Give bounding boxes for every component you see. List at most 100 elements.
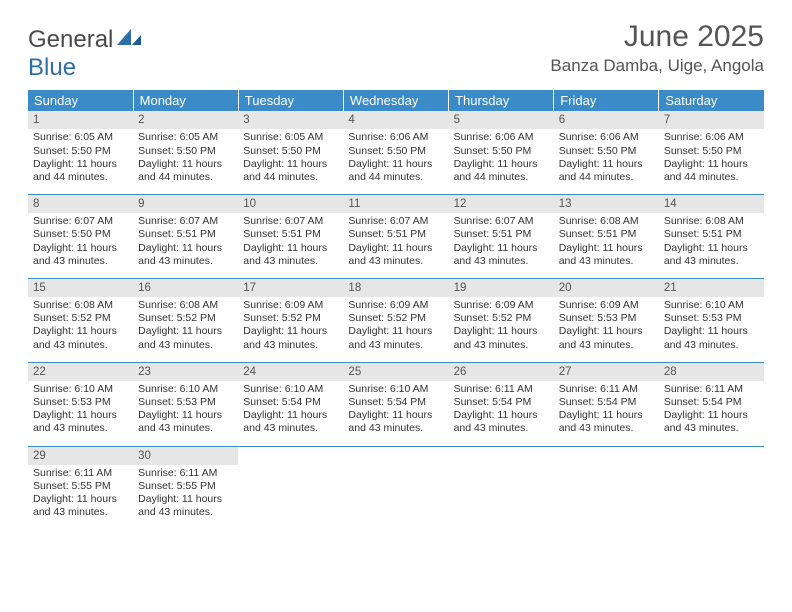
sunrise-line: Sunrise: 6:08 AM (138, 299, 233, 312)
day-body: Sunrise: 6:09 AMSunset: 5:52 PMDaylight:… (343, 297, 448, 362)
day-number: 24 (238, 363, 343, 381)
daylight-line: Daylight: 11 hours and 43 minutes. (243, 242, 338, 268)
daylight-line: Daylight: 11 hours and 44 minutes. (348, 158, 443, 184)
daylight-line: Daylight: 11 hours and 43 minutes. (243, 409, 338, 435)
calendar-row: 1Sunrise: 6:05 AMSunset: 5:50 PMDaylight… (28, 111, 764, 194)
daylight-line: Daylight: 11 hours and 43 minutes. (664, 242, 759, 268)
calendar-cell: 4 Sunrise: 6:06 AMSunset: 5:50 PMDaylight… (343, 111, 448, 194)
calendar-cell: 9Sunrise: 6:07 AMSunset: 5:51 PMDaylight… (133, 194, 238, 278)
sunset-line: Sunset: 5:51 PM (454, 228, 549, 241)
day-number: 2 (133, 111, 238, 129)
sunrise-line: Sunrise: 6:09 AM (454, 299, 549, 312)
calendar-cell: 28Sunrise: 6:11 AMSunset: 5:54 PMDayligh… (659, 362, 764, 446)
sunset-line: Sunset: 5:50 PM (664, 145, 759, 158)
calendar-cell: 5Sunrise: 6:06 AMSunset: 5:50 PMDaylight… (449, 111, 554, 194)
sunrise-line: Sunrise: 6:07 AM (138, 215, 233, 228)
calendar-cell (659, 446, 764, 529)
calendar-cell: 27Sunrise: 6:11 AMSunset: 5:54 PMDayligh… (554, 362, 659, 446)
sunset-line: Sunset: 5:50 PM (559, 145, 654, 158)
day-number: 16 (133, 279, 238, 297)
sunset-line: Sunset: 5:54 PM (454, 396, 549, 409)
day-number: 19 (449, 279, 554, 297)
daylight-line: Daylight: 11 hours and 43 minutes. (559, 242, 654, 268)
sunrise-line: Sunrise: 6:10 AM (33, 383, 128, 396)
sunrise-line: Sunrise: 6:11 AM (138, 467, 233, 480)
day-number: 7 (659, 111, 764, 129)
sunset-line: Sunset: 5:50 PM (348, 145, 443, 158)
day-body: Sunrise: 6:09 AMSunset: 5:52 PMDaylight:… (238, 297, 343, 362)
day-number: 3 (238, 111, 343, 129)
sunset-line: Sunset: 5:50 PM (243, 145, 338, 158)
sunset-line: Sunset: 5:50 PM (138, 145, 233, 158)
calendar-cell: 16Sunrise: 6:08 AMSunset: 5:52 PMDayligh… (133, 278, 238, 362)
day-body: Sunrise: 6:06 AMSunset: 5:50 PMDaylight:… (449, 129, 554, 194)
calendar-cell: 11Sunrise: 6:07 AMSunset: 5:51 PMDayligh… (343, 194, 448, 278)
logo-text: GeneralBlue (28, 26, 143, 82)
sunset-line: Sunset: 5:54 PM (243, 396, 338, 409)
calendar-cell: 13Sunrise: 6:08 AMSunset: 5:51 PMDayligh… (554, 194, 659, 278)
calendar-cell: 23Sunrise: 6:10 AMSunset: 5:53 PMDayligh… (133, 362, 238, 446)
day-number: 27 (554, 363, 659, 381)
col-header: Wednesday (343, 90, 448, 111)
logo-part2: Blue (28, 54, 76, 81)
sunset-line: Sunset: 5:51 PM (348, 228, 443, 241)
sunrise-line: Sunrise: 6:10 AM (348, 383, 443, 396)
calendar-cell: 18Sunrise: 6:09 AMSunset: 5:52 PMDayligh… (343, 278, 448, 362)
calendar-cell: 30Sunrise: 6:11 AMSunset: 5:55 PMDayligh… (133, 446, 238, 529)
title-block: June 2025 Banza Damba, Uige, Angola (550, 20, 764, 76)
calendar-cell: 20Sunrise: 6:09 AMSunset: 5:53 PMDayligh… (554, 278, 659, 362)
day-body: Sunrise: 6:05 AMSunset: 5:50 PMDaylight:… (238, 129, 343, 194)
sunrise-line: Sunrise: 6:11 AM (664, 383, 759, 396)
daylight-line: Daylight: 11 hours and 43 minutes. (454, 242, 549, 268)
daylight-line: Daylight: 11 hours and 43 minutes. (243, 325, 338, 351)
calendar-cell (238, 446, 343, 529)
location: Banza Damba, Uige, Angola (550, 56, 764, 76)
daylight-line: Daylight: 11 hours and 43 minutes. (559, 409, 654, 435)
calendar-row: 29Sunrise: 6:11 AMSunset: 5:55 PMDayligh… (28, 446, 764, 529)
sunset-line: Sunset: 5:52 PM (243, 312, 338, 325)
day-number: 9 (133, 195, 238, 213)
sunrise-line: Sunrise: 6:07 AM (454, 215, 549, 228)
day-number: 15 (28, 279, 133, 297)
sunrise-line: Sunrise: 6:11 AM (33, 467, 128, 480)
col-header: Tuesday (238, 90, 343, 111)
day-number: 4 (343, 111, 448, 129)
day-number: 29 (28, 447, 133, 465)
daylight-line: Daylight: 11 hours and 43 minutes. (454, 325, 549, 351)
sunset-line: Sunset: 5:53 PM (138, 396, 233, 409)
calendar-cell: 7Sunrise: 6:06 AMSunset: 5:50 PMDaylight… (659, 111, 764, 194)
sunrise-line: Sunrise: 6:09 AM (559, 299, 654, 312)
sunrise-line: Sunrise: 6:05 AM (33, 131, 128, 144)
logo-sail-icon (117, 26, 143, 54)
calendar-table: SundayMondayTuesdayWednesdayThursdayFrid… (28, 90, 764, 529)
sunset-line: Sunset: 5:52 PM (348, 312, 443, 325)
sunrise-line: Sunrise: 6:11 AM (454, 383, 549, 396)
daylight-line: Daylight: 11 hours and 43 minutes. (348, 409, 443, 435)
sunrise-line: Sunrise: 6:07 AM (243, 215, 338, 228)
sunset-line: Sunset: 5:51 PM (138, 228, 233, 241)
day-number: 12 (449, 195, 554, 213)
day-body: Sunrise: 6:07 AMSunset: 5:51 PMDaylight:… (238, 213, 343, 278)
day-number: 23 (133, 363, 238, 381)
page: GeneralBlue June 2025 Banza Damba, Uige,… (0, 0, 792, 549)
daylight-line: Daylight: 11 hours and 43 minutes. (348, 325, 443, 351)
day-body: Sunrise: 6:05 AMSunset: 5:50 PMDaylight:… (28, 129, 133, 194)
day-body: Sunrise: 6:08 AMSunset: 5:52 PMDaylight:… (133, 297, 238, 362)
calendar-cell (343, 446, 448, 529)
sunset-line: Sunset: 5:54 PM (348, 396, 443, 409)
sunset-line: Sunset: 5:53 PM (33, 396, 128, 409)
sunrise-line: Sunrise: 6:07 AM (33, 215, 128, 228)
calendar-cell: 2Sunrise: 6:05 AMSunset: 5:50 PMDaylight… (133, 111, 238, 194)
sunrise-line: Sunrise: 6:10 AM (664, 299, 759, 312)
calendar-cell (449, 446, 554, 529)
day-number: 13 (554, 195, 659, 213)
calendar-row: 22Sunrise: 6:10 AMSunset: 5:53 PMDayligh… (28, 362, 764, 446)
sunset-line: Sunset: 5:50 PM (33, 145, 128, 158)
day-body: Sunrise: 6:08 AMSunset: 5:52 PMDaylight:… (28, 297, 133, 362)
sunrise-line: Sunrise: 6:05 AM (138, 131, 233, 144)
daylight-line: Daylight: 11 hours and 43 minutes. (33, 242, 128, 268)
calendar-cell: 1Sunrise: 6:05 AMSunset: 5:50 PMDaylight… (28, 111, 133, 194)
calendar-cell: 15Sunrise: 6:08 AMSunset: 5:52 PMDayligh… (28, 278, 133, 362)
sunrise-line: Sunrise: 6:06 AM (348, 131, 443, 144)
day-body: Sunrise: 6:10 AMSunset: 5:54 PMDaylight:… (238, 381, 343, 446)
